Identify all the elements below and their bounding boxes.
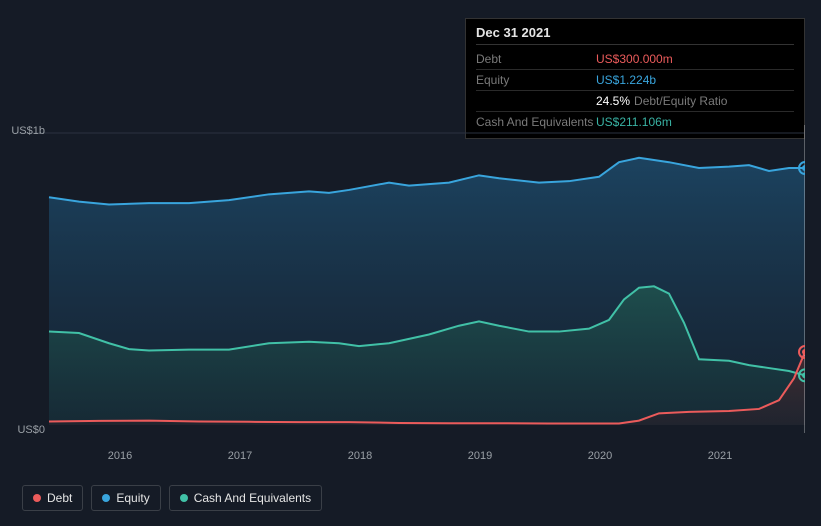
x-axis-label: 2016 — [108, 450, 132, 462]
legend-label: Debt — [47, 491, 72, 505]
cash-dot-icon — [180, 494, 188, 502]
x-axis-label: 2019 — [468, 450, 492, 462]
debt-dot-icon — [33, 494, 41, 502]
y-axis-label-top: US$1b — [11, 125, 45, 137]
tooltip-suffix: Debt/Equity Ratio — [634, 94, 727, 108]
tooltip-label — [476, 94, 596, 108]
chart-svg — [15, 125, 805, 445]
legend: Debt Equity Cash And Equivalents — [22, 485, 322, 511]
legend-item-equity[interactable]: Equity — [91, 485, 160, 511]
x-axis-label: 2017 — [228, 450, 252, 462]
tooltip-date: Dec 31 2021 — [476, 25, 794, 45]
chart-tooltip: Dec 31 2021 DebtUS$300.000mEquityUS$1.22… — [465, 18, 805, 139]
equity-dot-icon — [102, 494, 110, 502]
x-axis-label: 2021 — [708, 450, 732, 462]
legend-label: Cash And Equivalents — [194, 491, 311, 505]
tooltip-value: 24.5%Debt/Equity Ratio — [596, 94, 794, 108]
tooltip-label: Equity — [476, 73, 596, 87]
x-axis-label: 2020 — [588, 450, 612, 462]
tooltip-row: EquityUS$1.224b — [476, 70, 794, 91]
tooltip-value: US$300.000m — [596, 52, 794, 66]
x-axis-label: 2018 — [348, 450, 372, 462]
legend-item-cash[interactable]: Cash And Equivalents — [169, 485, 322, 511]
tooltip-row: DebtUS$300.000m — [476, 49, 794, 70]
legend-item-debt[interactable]: Debt — [22, 485, 83, 511]
tooltip-value: US$1.224b — [596, 73, 794, 87]
tooltip-label: Debt — [476, 52, 596, 66]
y-axis-label-bottom: US$0 — [17, 424, 45, 436]
legend-label: Equity — [116, 491, 149, 505]
tooltip-row: 24.5%Debt/Equity Ratio — [476, 91, 794, 112]
chart-area[interactable]: US$1b US$0 201620172018201920202021 — [15, 125, 805, 465]
